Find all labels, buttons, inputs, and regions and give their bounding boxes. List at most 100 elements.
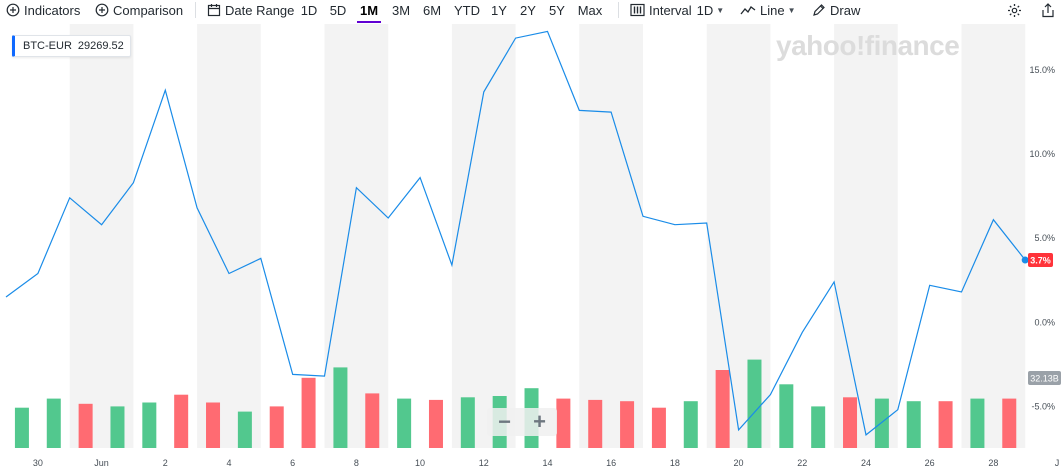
volume-bar bbox=[460, 397, 475, 448]
volume-bar bbox=[683, 401, 698, 448]
range-1d-button[interactable]: 1D bbox=[300, 2, 318, 18]
volume-bar bbox=[206, 402, 221, 448]
x-tick-label: 6 bbox=[290, 458, 295, 468]
x-tick-label: 14 bbox=[542, 458, 552, 468]
chart-toolbar: Indicators Comparison Date Range 1D 5D 1… bbox=[0, 0, 1064, 23]
zoom-in-button[interactable]: + bbox=[533, 409, 546, 434]
interval-value: 1D bbox=[696, 2, 714, 18]
x-tick-label: 30 bbox=[33, 458, 43, 468]
interval-label: Interval bbox=[649, 2, 692, 18]
ticker-value: 29269.52 bbox=[77, 40, 124, 52]
volume-bar bbox=[301, 377, 316, 448]
x-tick-label: 10 bbox=[415, 458, 425, 468]
x-tick-label: 12 bbox=[479, 458, 489, 468]
y-tick-label: 0.0% bbox=[1034, 317, 1055, 327]
range-3m-button[interactable]: 3M bbox=[391, 2, 411, 18]
plus-circle-icon bbox=[95, 3, 109, 17]
volume-bar bbox=[110, 406, 125, 448]
volume-bar bbox=[365, 393, 380, 448]
volume-bar bbox=[651, 407, 666, 448]
x-tick-label: 22 bbox=[797, 458, 807, 468]
indicators-label: Indicators bbox=[24, 2, 81, 18]
range-1y-button[interactable]: 1Y bbox=[491, 2, 507, 18]
x-tick-label: J bbox=[1055, 458, 1060, 468]
date-range-label: Date Range bbox=[225, 2, 295, 18]
volume-bar bbox=[174, 394, 189, 448]
volume-bar bbox=[556, 398, 571, 448]
volume-bar bbox=[269, 406, 284, 448]
x-tick-label: Jun bbox=[94, 458, 109, 468]
x-axis: 30 Jun 2 4 6 8 10 12 14 16 18 20 22 24 26 28 J bbox=[33, 458, 1059, 468]
x-tick-label: 2 bbox=[163, 458, 168, 468]
y-axis: 15.0% 10.0% 5.0% 0.0% -5.0% bbox=[1029, 65, 1055, 411]
x-tick-label: 16 bbox=[606, 458, 616, 468]
x-tick-label: 20 bbox=[734, 458, 744, 468]
chart-type-button[interactable]: Line ▼ bbox=[740, 0, 796, 20]
line-chart-icon bbox=[740, 6, 756, 15]
y-tick-label: 10.0% bbox=[1029, 149, 1055, 159]
volume-bar bbox=[620, 401, 635, 448]
axis-badges: 3.7% 32.13B bbox=[1028, 253, 1061, 385]
volume-bar bbox=[874, 398, 889, 448]
zoom-controls: − + bbox=[487, 408, 557, 436]
current-value-badge bbox=[1028, 253, 1053, 268]
candlestick-icon bbox=[630, 3, 645, 17]
settings-button[interactable] bbox=[1007, 0, 1022, 20]
plus-circle-icon bbox=[6, 3, 20, 17]
comparison-button[interactable]: Comparison bbox=[95, 0, 183, 20]
y-tick-label: 5.0% bbox=[1034, 233, 1055, 243]
volume-bar bbox=[1002, 398, 1017, 448]
indicators-button[interactable]: Indicators bbox=[6, 0, 80, 20]
range-1m-button[interactable]: 1M bbox=[357, 0, 381, 23]
background-band bbox=[834, 24, 898, 448]
ticker-chip[interactable]: BTC-EUR 29269.52 bbox=[12, 35, 131, 57]
range-max-button[interactable]: Max bbox=[577, 2, 603, 18]
last-price-dot bbox=[1021, 256, 1029, 264]
share-icon bbox=[1042, 2, 1054, 17]
volume-bar bbox=[715, 370, 730, 448]
price-line bbox=[5, 30, 1026, 436]
comparison-label: Comparison bbox=[113, 2, 184, 18]
x-tick-label: 24 bbox=[861, 458, 871, 468]
range-ytd-button[interactable]: YTD bbox=[454, 2, 480, 18]
volume-bar bbox=[428, 399, 443, 448]
range-5y-button[interactable]: 5Y bbox=[549, 2, 565, 18]
volume-bar bbox=[397, 398, 412, 448]
calendar-icon bbox=[207, 4, 221, 17]
volume-bar bbox=[14, 407, 29, 448]
date-range-button[interactable]: Date Range bbox=[207, 0, 294, 20]
volume-bar bbox=[779, 384, 794, 448]
ticker-symbol: BTC-EUR bbox=[23, 40, 72, 52]
yahoo-finance-watermark: yahoo!finance bbox=[776, 30, 960, 61]
draw-button[interactable]: Draw bbox=[812, 0, 860, 20]
volume-bar bbox=[142, 402, 157, 448]
y-tick-label: 15.0% bbox=[1029, 65, 1055, 75]
range-2y-button[interactable]: 2Y bbox=[520, 2, 536, 18]
volume-bar bbox=[46, 398, 61, 448]
chevron-down-icon: ▼ bbox=[716, 5, 725, 15]
background-band bbox=[451, 24, 516, 448]
background-band bbox=[579, 24, 643, 448]
range-5d-button[interactable]: 5D bbox=[329, 2, 347, 18]
toolbar-divider bbox=[618, 2, 619, 18]
range-6m-button[interactable]: 6M bbox=[422, 2, 442, 18]
current-value-label: 3.7% bbox=[1030, 256, 1051, 266]
weekend-bands bbox=[69, 24, 1026, 448]
interval-button[interactable]: Interval 1D ▼ bbox=[630, 0, 724, 20]
x-tick-label: 26 bbox=[925, 458, 935, 468]
chevron-down-icon: ▼ bbox=[787, 5, 796, 15]
toolbar-divider bbox=[195, 2, 196, 18]
volume-bar bbox=[938, 401, 953, 448]
zoom-out-button[interactable]: − bbox=[498, 409, 511, 434]
price-chart[interactable]: 15.0%10.0%5.0%0.0%-5.0% 30 Jun 2 4 6 8 10 12 14 1… bbox=[0, 24, 1064, 472]
share-button[interactable] bbox=[1041, 0, 1055, 20]
y-tick-label: -5.0% bbox=[1031, 401, 1055, 411]
chart-type-label: Line bbox=[760, 2, 785, 18]
pencil-icon bbox=[813, 4, 825, 16]
volume-label: 32.13B bbox=[1030, 374, 1059, 384]
x-tick-label: 18 bbox=[670, 458, 680, 468]
volume-bar bbox=[333, 367, 348, 448]
background-band bbox=[197, 24, 261, 448]
draw-label: Draw bbox=[830, 2, 861, 18]
background-band bbox=[961, 24, 1026, 448]
